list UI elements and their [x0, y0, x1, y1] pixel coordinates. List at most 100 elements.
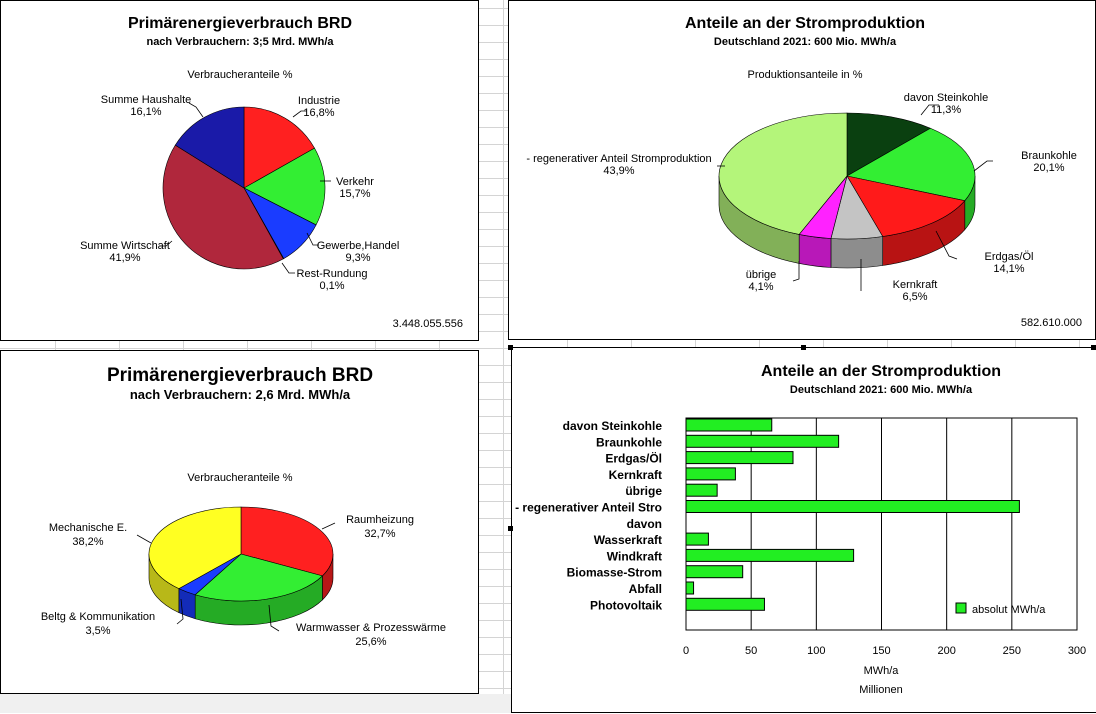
slice-value-davon-steinkohle: 11,3%	[931, 104, 962, 116]
x-tick-100: 100	[807, 645, 825, 657]
category-label-windkraft: Windkraft	[607, 549, 662, 563]
leader-line	[281, 262, 295, 274]
selection-handle[interactable]	[801, 345, 806, 350]
slice-label-summe-wirtschaft: Summe Wirtschaft	[80, 240, 170, 252]
bar-wasserkraft	[685, 532, 709, 546]
chart-total: 582.610.000	[1021, 317, 1082, 329]
category-label-biomasse-strom: Biomasse-Strom	[567, 566, 662, 580]
pie-side-kernkraft	[830, 236, 884, 269]
bar-biomasse-strom	[685, 565, 744, 579]
slice-value-braunkohle: 20,1%	[1033, 162, 1064, 174]
slice-value-mechanische-e: 38,2%	[72, 536, 103, 548]
pie-slice-industrie	[243, 106, 315, 189]
chart-panel-primaerenergie-1[interactable]: Primärenergieverbrauch BRD nach Verbrauc…	[0, 0, 479, 341]
pie-chart-2: Anteile an der Stromproduktion Deutschla…	[526, 15, 1082, 329]
slice-label-kernkraft: Kernkraft	[893, 279, 938, 291]
pie-slice-raumheizung	[240, 506, 334, 577]
pie-slice-summe-wirtschaft	[162, 144, 284, 270]
slice-value-rest-rundung: 0,1%	[319, 280, 344, 292]
chart-total: 3.448.055.556	[393, 318, 463, 330]
pie-slice-warmwasser-prozessw-rme	[194, 553, 324, 602]
bar-davon-steinkohle	[685, 418, 773, 432]
legend-title: Verbraucheranteile %	[187, 69, 292, 81]
bar-kernkraft	[685, 467, 736, 481]
category-label-braunkohle: Braunkohle	[596, 435, 662, 449]
selection-handle[interactable]	[1091, 345, 1096, 350]
slice-value-industrie: 16,8%	[303, 107, 334, 119]
slice-value-beltg-kommunikation: 3,5%	[85, 625, 110, 637]
slice-value-erdgas-l: 14,1%	[993, 263, 1024, 275]
leader-line	[321, 522, 336, 530]
leader-line	[136, 534, 152, 544]
chart-panel-stromproduktion-pie[interactable]: Anteile an der Stromproduktion Deutschla…	[508, 0, 1096, 340]
legend-swatch	[955, 602, 967, 614]
bar-photovoltaik	[685, 597, 765, 611]
x-tick-0: 0	[683, 645, 689, 657]
selection-handle[interactable]	[508, 526, 513, 531]
leader-line	[268, 604, 280, 632]
category-label-wasserkraft: Wasserkraft	[594, 533, 662, 547]
chart-title: Primärenergieverbrauch BRD	[128, 15, 352, 32]
x-tick-50: 50	[745, 645, 757, 657]
slice-value-summe-haushalte: 16,1%	[130, 106, 161, 118]
pie-chart-1: Primärenergieverbrauch BRD nach Verbrauc…	[80, 15, 463, 330]
slice-value-summe-wirtschaft: 41,9%	[109, 252, 140, 264]
slice-label-davon-steinkohle: davon Steinkohle	[904, 92, 988, 104]
leader-line	[792, 261, 800, 282]
slice-label-brige: übrige	[746, 269, 777, 281]
slice-value-brige: 4,1%	[748, 281, 773, 293]
slice-value-verkehr: 15,7%	[339, 188, 370, 200]
bar-windkraft	[685, 548, 855, 562]
pie-chart-3: Primärenergieverbrauch BRD nach Verbrauc…	[41, 365, 446, 648]
category-label-davon: davon	[627, 517, 662, 531]
leader-line	[306, 232, 319, 246]
bar-brige	[685, 483, 718, 497]
leader-line	[292, 110, 307, 118]
pie-slice-verkehr	[243, 147, 326, 226]
bar-abfall	[685, 581, 695, 595]
bar-regenerativer-anteil-stro	[685, 500, 1020, 513]
slice-label-braunkohle: Braunkohle	[1021, 150, 1077, 162]
slice-label-industrie: Industrie	[298, 95, 340, 107]
x-axis-label-unit: Millionen	[859, 684, 902, 696]
category-label-davon-steinkohle: davon Steinkohle	[563, 419, 663, 433]
slice-label-verkehr: Verkehr	[336, 176, 374, 188]
legend-title: Produktionsanteile in %	[748, 69, 863, 81]
category-label-erdgas-l: Erdgas/Öl	[605, 451, 662, 466]
slice-label-rest-rundung: Rest-Rundung	[297, 268, 368, 280]
legend-label: absolut MWh/a	[972, 604, 1046, 616]
x-tick-150: 150	[872, 645, 890, 657]
selection-handle[interactable]	[508, 345, 513, 350]
pie-slices-3d	[718, 112, 976, 269]
pie-slices	[162, 106, 326, 270]
pie-slice-mechanische-e	[148, 506, 242, 589]
bars	[685, 418, 1020, 611]
chart-panel-stromproduktion-bar[interactable]: Anteile an der Stromproduktion Deutschla…	[511, 347, 1096, 713]
leader-line	[920, 104, 939, 116]
x-axis-label: MWh/a	[864, 665, 900, 677]
chart-title: Primärenergieverbrauch BRD	[107, 365, 373, 386]
pie-labels: Raumheizung 32,7% Warmwasser & Prozesswärm…	[41, 514, 446, 648]
slice-label-erdgas-l: Erdgas/Öl	[985, 251, 1034, 263]
chart-subtitle: Deutschland 2021: 600 Mio. MWh/a	[714, 36, 897, 48]
pie-slice-summe-haushalte	[174, 106, 245, 189]
slice-value-regenerativer-anteil-stromproduktion: 43,9%	[603, 165, 634, 177]
chart-subtitle: nach Verbrauchern: 3;5 Mrd. MWh/a	[146, 36, 334, 48]
legend-title: Verbraucheranteile %	[187, 472, 292, 484]
category-label-kernkraft: Kernkraft	[609, 468, 662, 482]
chart-subtitle: Deutschland 2021: 600 Mio. MWh/a	[790, 384, 973, 396]
slice-label-mechanische-e: Mechanische E.	[49, 522, 127, 534]
x-tick-labels: 0 50 100 150 200 250 300	[683, 645, 1086, 657]
slice-label-gewerbe-handel: Gewerbe,Handel	[317, 240, 400, 252]
pie-slices-3d	[148, 506, 334, 626]
slice-value-warmwasser-prozessw-rme: 25,6%	[355, 636, 386, 648]
category-label-photovoltaik: Photovoltaik	[590, 598, 662, 612]
x-tick-300: 300	[1068, 645, 1086, 657]
slice-label-beltg-kommunikation: Beltg & Kommunikation	[41, 611, 155, 623]
leader-line	[973, 160, 993, 172]
slice-label-regenerativer-anteil-stromproduktion: - regenerativer Anteil Stromproduktion	[526, 153, 711, 165]
chart-panel-primaerenergie-2[interactable]: Primärenergieverbrauch BRD nach Verbrauc…	[0, 350, 479, 694]
category-label-brige: übrige	[625, 484, 662, 498]
